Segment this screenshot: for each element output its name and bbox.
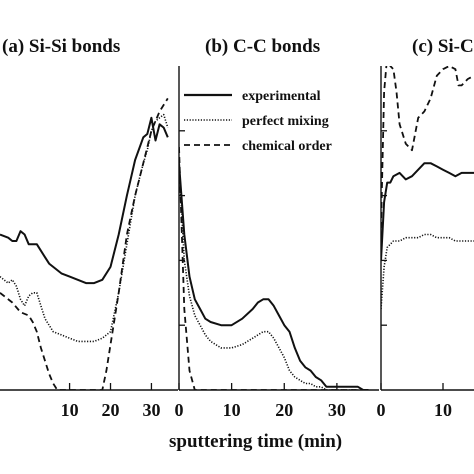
legend-label-perfect-mixing: perfect mixing — [242, 114, 329, 129]
panel-b-series-chemical-order — [179, 146, 358, 390]
panel-a-series-solid — [0, 116, 169, 285]
panel-a-series-dashed — [0, 97, 169, 390]
legend-label-experimental: experimental — [242, 89, 321, 104]
x-axis-label: sputtering time (min) — [169, 431, 342, 452]
panel-c-series-solid — [381, 162, 474, 261]
panel-b-x-tick-label: 10 — [223, 400, 241, 420]
panel-b-title: (b) C-C bonds — [205, 36, 320, 57]
legend: experimental perfect mixing chemical ord… — [184, 89, 332, 154]
panel-b-series-perfect-mixing — [179, 163, 358, 390]
panel-b-x-tick-label: 20 — [275, 400, 293, 420]
panel-c-plot — [381, 66, 474, 310]
panel-a-x-tick-label: 10 — [61, 400, 79, 420]
panel-c-series-dotted — [381, 233, 474, 310]
panel-b-plot — [179, 146, 369, 390]
panel-c-x-tick-label: 10 — [434, 400, 452, 420]
legend-label-chemical-order: chemical order — [242, 139, 332, 154]
panel-b-x-tick-label: 0 — [175, 400, 184, 420]
panel-c-series-dashed — [381, 66, 474, 229]
panel-a-plot — [0, 97, 169, 390]
ticks: 10 20 30 0 10 20 30 0 10 — [61, 130, 452, 420]
panel-b-series-experimental — [179, 163, 369, 390]
panel-a-x-tick-label: 20 — [102, 400, 120, 420]
panel-a-series-dotted — [0, 113, 169, 343]
panel-a-x-tick-label: 30 — [142, 400, 160, 420]
panel-b-x-tick-label: 30 — [328, 400, 346, 420]
panel-c-x-tick-label: 0 — [377, 400, 386, 420]
panel-a-title: (a) Si-Si bonds — [2, 36, 120, 57]
panel-c-title: (c) Si-C — [412, 36, 474, 57]
panel-c-axes — [380, 66, 474, 391]
